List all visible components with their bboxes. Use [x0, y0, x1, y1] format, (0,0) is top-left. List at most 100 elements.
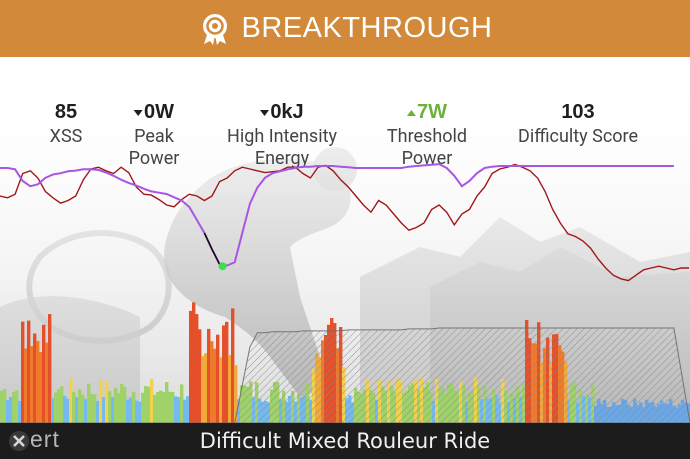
stat-threshold-power: 7W Threshold Power: [387, 99, 467, 170]
intensity-bar: [231, 308, 235, 423]
intensity-bar: [222, 325, 226, 423]
intensity-bar: [174, 396, 178, 423]
intensity-bar: [135, 400, 139, 423]
stat-label: Peak Power: [128, 126, 180, 169]
intensity-bar: [129, 397, 133, 423]
banner-title: BREAKTHROUGH: [241, 12, 493, 44]
intensity-bar: [9, 396, 13, 423]
intensity-bar: [177, 397, 181, 423]
intensity-bar: [153, 394, 157, 423]
intensity-bar: [186, 396, 190, 423]
stat-value: 7W: [387, 99, 467, 125]
intensity-bar: [81, 394, 85, 423]
award-ribbon-icon: [202, 13, 227, 45]
intensity-bar: [108, 391, 112, 423]
intensity-bar: [60, 386, 64, 423]
breakthrough-panel: 85 XSS 0W Peak Power 0kJ High Intensity En…: [0, 57, 690, 423]
intensity-bar: [15, 390, 19, 423]
stat-value: 0kJ: [227, 99, 337, 125]
intensity-bar: [30, 346, 34, 423]
intensity-bar: [39, 352, 43, 423]
intensity-bar: [84, 399, 88, 423]
workout-chart: [0, 163, 690, 423]
stat-value: 85: [54, 101, 78, 123]
intensity-bar: [12, 391, 16, 423]
intensity-bar: [234, 365, 238, 423]
stat-value: 0W: [129, 99, 180, 125]
intensity-bar: [93, 394, 97, 423]
intensity-bar: [120, 384, 124, 423]
mpa-drop-segment: [203, 232, 221, 265]
intensity-bar: [138, 401, 142, 423]
stat-label: High Intensity Energy: [227, 126, 337, 169]
intensity-bar: [195, 314, 199, 423]
stat-xss: 85 XSS: [50, 99, 83, 148]
intensity-bar: [210, 341, 214, 423]
intensity-bar: [189, 310, 193, 423]
stat-label: Difficulty Score: [518, 126, 638, 147]
intensity-bar: [66, 398, 70, 423]
intensity-bar: [150, 379, 154, 423]
footer-bar: Difficult Mixed Rouleur Ride ert: [0, 423, 690, 459]
intensity-bar: [0, 390, 4, 423]
intensity-bar: [105, 380, 109, 423]
breakthrough-marker: [218, 262, 227, 271]
intensity-bar: [171, 392, 175, 423]
intensity-bar: [168, 391, 172, 423]
intensity-bar: [57, 389, 61, 423]
intensity-bar: [63, 396, 67, 423]
xert-logo: [9, 431, 29, 451]
intensity-bar: [6, 400, 10, 423]
intensity-bar: [192, 302, 196, 423]
intensity-bar: [204, 353, 208, 423]
intensity-bar: [219, 357, 223, 423]
intensity-bar: [36, 341, 40, 423]
intensity-bar: [114, 387, 118, 423]
intensity-bar: [213, 348, 217, 423]
intensity-bar: [78, 389, 82, 423]
intensity-bar: [183, 399, 187, 423]
intensity-bar: [225, 321, 229, 423]
intensity-bar: [180, 384, 184, 423]
intensity-bar: [144, 386, 148, 423]
intensity-bar: [42, 324, 46, 423]
intensity-bar: [201, 356, 205, 423]
intensity-bar: [126, 399, 130, 423]
intensity-bar: [156, 392, 160, 423]
intensity-bar: [75, 397, 79, 423]
stat-high-intensity-energy: 0kJ High Intensity Energy: [227, 99, 337, 170]
intensity-bar: [33, 333, 37, 423]
trend-down-icon: [134, 109, 143, 116]
intensity-bar: [18, 401, 22, 423]
trend-down-icon: [260, 109, 270, 116]
intensity-bar: [90, 394, 94, 423]
intensity-bar: [24, 348, 28, 423]
intensity-bar: [198, 329, 202, 423]
xert-wordmark: ert: [30, 426, 60, 452]
intensity-bar: [99, 379, 103, 423]
workout-name: Difficult Mixed Rouleur Ride: [199, 429, 491, 453]
intensity-bar: [27, 320, 31, 423]
intensity-bar: [3, 389, 7, 423]
intensity-bar: [207, 328, 211, 423]
stat-difficulty-score: 103 Difficulty Score: [518, 99, 638, 148]
intensity-bar: [228, 355, 232, 423]
intensity-bar: [69, 378, 73, 423]
intensity-bar: [51, 398, 55, 423]
intensity-bar: [162, 392, 166, 423]
intensity-bar: [123, 386, 127, 423]
intensity-bar: [165, 382, 169, 423]
stat-value: 103: [561, 101, 595, 123]
stat-label: XSS: [49, 126, 83, 147]
intensity-bar: [21, 321, 25, 423]
intensity-bar: [132, 391, 136, 423]
intensity-bar: [117, 393, 121, 423]
intensity-bar: [159, 390, 163, 423]
intensity-bar: [87, 383, 91, 423]
intensity-bar: [96, 401, 100, 423]
intensity-bar: [72, 391, 76, 423]
intensity-bar: [141, 392, 145, 423]
stats-row: 85 XSS 0W Peak Power 0kJ High Intensity En…: [0, 99, 690, 179]
threshold-area: [0, 327, 690, 423]
mpa-line: [0, 163, 674, 267]
